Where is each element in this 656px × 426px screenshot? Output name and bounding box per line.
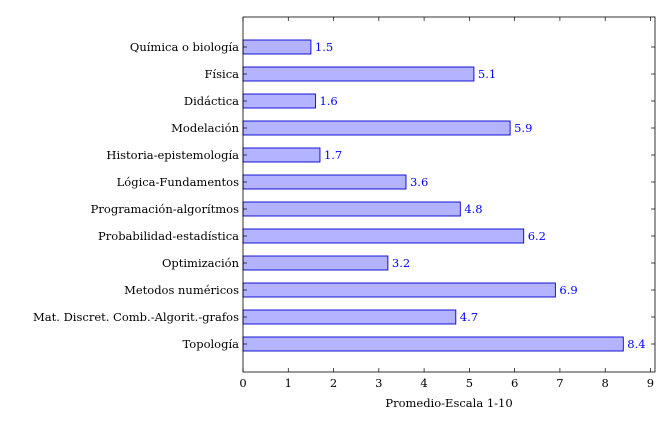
value-label: 5.9: [514, 121, 532, 135]
x-tick-label: 6: [511, 376, 518, 390]
value-label: 6.9: [559, 283, 577, 297]
category-label: Química o biología: [130, 40, 239, 54]
value-label: 3.6: [410, 175, 428, 189]
bar: [242, 336, 624, 352]
bar: [242, 174, 407, 190]
category-label: Topología: [183, 337, 240, 351]
plot-frame: [242, 16, 656, 373]
x-tick-label: 5: [466, 376, 473, 390]
category-label: Lógica-Fundamentos: [117, 175, 239, 189]
bar: [242, 201, 461, 217]
bar: [242, 147, 321, 163]
category-label: Metodos numéricos: [124, 283, 239, 297]
value-label: 1.6: [319, 94, 337, 108]
value-labels: 1.5 5.1 1.6 5.9 1.7 3.6 4.8 6.2 3.2 6.9 4.7 8.4: [315, 40, 646, 351]
value-label: 4.8: [464, 202, 482, 216]
category-label: Mat. Discret. Comb.-Algorit.-grafos: [33, 310, 239, 324]
x-tick-label: 3: [375, 376, 382, 390]
category-label: Didáctica: [184, 94, 239, 108]
bar: [242, 309, 457, 325]
bar: [242, 228, 525, 244]
bar: [242, 66, 475, 82]
value-label: 6.2: [528, 229, 546, 243]
category-labels: Química o biología Física Didáctica Modelac…: [33, 40, 240, 351]
value-label: 5.1: [478, 67, 496, 81]
bar: [242, 282, 556, 298]
x-tick-label: 8: [602, 376, 609, 390]
bar: [242, 255, 389, 271]
category-label: Física: [204, 67, 239, 81]
value-label: 1.7: [324, 148, 342, 162]
axis-ticks: 0 1 2 3 4 5 6 7 8 9: [239, 17, 655, 390]
bar: [242, 120, 511, 136]
bars-layer: [242, 39, 624, 352]
category-label: Historia-epistemología: [106, 148, 239, 162]
x-tick-label: 9: [647, 376, 654, 390]
category-label: Optimización: [162, 256, 240, 270]
x-tick-label: 4: [420, 376, 427, 390]
value-label: 8.4: [627, 337, 645, 351]
category-label: Programación-algorítmos: [91, 202, 239, 216]
x-tick-label: 7: [556, 376, 563, 390]
value-label: 3.2: [392, 256, 410, 270]
category-label: Probabilidad-estadística: [98, 229, 239, 243]
x-tick-label: 1: [285, 376, 292, 390]
x-axis-title: Promedio-Escala 1-10: [385, 396, 512, 410]
x-tick-label: 0: [239, 376, 246, 390]
value-label: 1.5: [315, 40, 333, 54]
value-label: 4.7: [460, 310, 478, 324]
bar: [242, 39, 312, 55]
category-label: Modelación: [171, 121, 239, 135]
x-tick-label: 2: [330, 376, 337, 390]
bar: [242, 93, 316, 109]
